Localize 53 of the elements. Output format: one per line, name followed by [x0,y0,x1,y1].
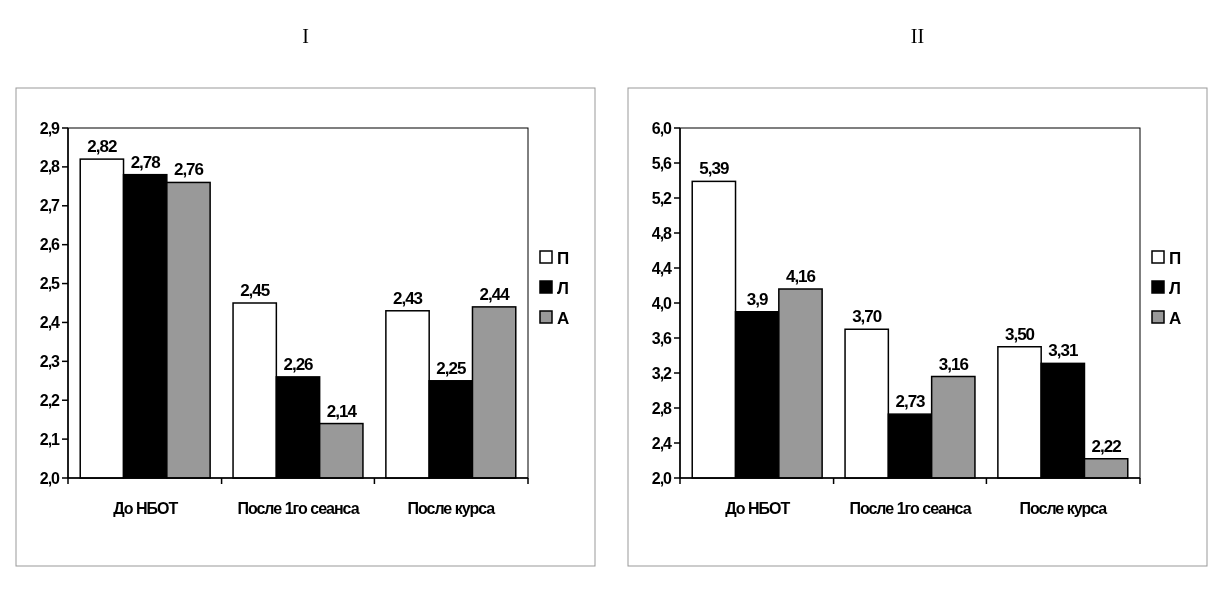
chart-title: I [302,25,309,47]
y-tick-label: 2,7 [39,197,61,215]
data-label: 2,25 [436,358,466,378]
legend-label: А [557,308,570,328]
data-label: 2,44 [479,284,511,304]
y-tick-label: 3,2 [651,364,673,382]
y-tick-label: 5,2 [651,189,673,207]
data-label: 2,78 [130,152,161,172]
y-tick-label: 4,4 [651,259,673,277]
y-tick-label: 4,0 [651,294,673,312]
data-label: 2,14 [326,401,358,421]
y-tick-label: 2,9 [39,119,61,137]
y-tick-label: 2,0 [651,469,673,487]
data-label: 3,50 [1004,324,1035,344]
legend-label: Л [557,278,569,298]
y-tick-label: 2,4 [651,434,673,452]
x-tick-label: После курса [1019,500,1108,517]
y-tick-label: 2,1 [39,430,61,448]
data-label: 3,70 [852,307,882,327]
x-tick-label: После 1го сеанса [237,500,360,517]
data-label: 3,9 [746,289,769,309]
data-label: 2,45 [240,281,270,300]
legend-label: А [1169,308,1182,328]
y-tick-label: 2,5 [39,275,61,293]
data-label: 2,43 [392,288,423,308]
y-tick-label: 4,8 [651,224,673,242]
chart-title: II [910,25,925,47]
data-label: 2,76 [173,160,204,180]
y-tick-label: 2,6 [39,236,61,254]
x-tick-label: До НБОТ [725,500,791,517]
y-tick-label: 6,0 [651,119,673,137]
data-label: 2,26 [283,354,314,374]
legend-label: П [557,248,570,268]
y-tick-label: 2,8 [39,158,61,176]
data-label: 5,39 [699,159,729,179]
y-tick-label: 2,2 [39,391,61,409]
data-label: 2,22 [1091,436,1122,456]
y-tick-label: 2,8 [651,399,673,417]
data-label: 2,73 [895,392,926,412]
data-label: 3,31 [1048,341,1078,361]
y-tick-label: 2,0 [39,469,61,487]
y-tick-label: 5,6 [651,154,673,172]
x-tick-label: До НБОТ [113,500,179,517]
data-label: 3,16 [938,354,969,374]
x-tick-label: После 1го сеанса [849,500,972,517]
data-label: 2,82 [87,137,117,157]
y-tick-label: 2,4 [39,314,61,332]
x-tick-label: После курса [407,500,496,517]
y-tick-label: 3,6 [651,329,673,347]
y-tick-label: 2,3 [39,352,61,370]
legend-label: П [1169,248,1182,268]
data-label: 4,16 [785,267,816,286]
legend-label: Л [1169,278,1181,298]
